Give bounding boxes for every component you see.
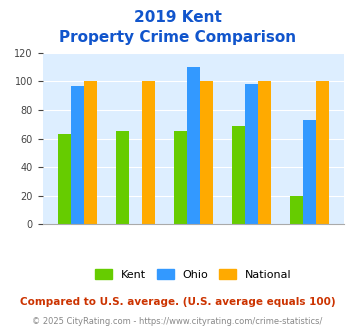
Bar <box>290 196 303 224</box>
Bar <box>200 82 213 224</box>
Bar <box>187 67 200 224</box>
Bar <box>316 82 329 224</box>
Bar <box>58 134 71 224</box>
Text: Compared to U.S. average. (U.S. average equals 100): Compared to U.S. average. (U.S. average … <box>20 297 335 307</box>
Bar <box>142 82 154 224</box>
Legend: Kent, Ohio, National: Kent, Ohio, National <box>91 264 296 284</box>
Bar <box>84 82 97 224</box>
Bar <box>303 120 316 224</box>
Bar <box>258 82 271 224</box>
Text: 2019 Kent: 2019 Kent <box>133 10 222 25</box>
Bar <box>245 84 258 224</box>
Bar <box>116 131 129 224</box>
Bar <box>233 126 245 224</box>
Text: © 2025 CityRating.com - https://www.cityrating.com/crime-statistics/: © 2025 CityRating.com - https://www.city… <box>32 317 323 326</box>
Text: Property Crime Comparison: Property Crime Comparison <box>59 30 296 45</box>
Bar <box>174 131 187 224</box>
Bar <box>71 86 84 224</box>
